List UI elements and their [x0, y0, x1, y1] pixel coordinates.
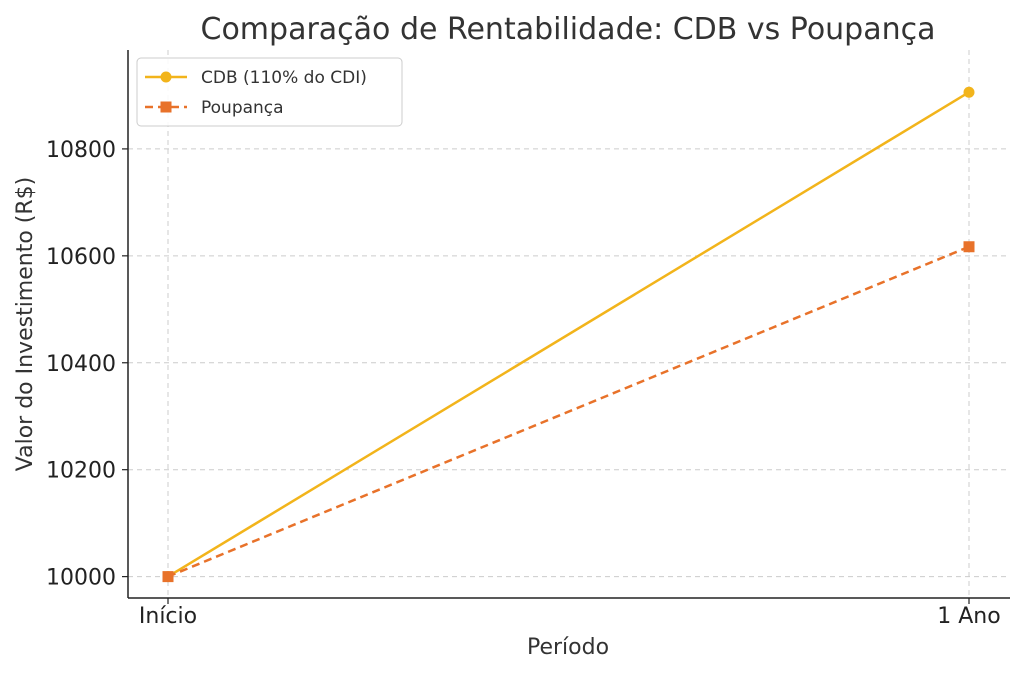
y-tick-label: 10800 — [46, 138, 116, 163]
series-lines — [162, 86, 975, 583]
grid-lines — [128, 50, 1010, 598]
legend-box — [136, 57, 403, 127]
axes — [127, 50, 1010, 599]
y-tick-label: 10000 — [46, 566, 116, 591]
x-tick-label: Início — [139, 604, 197, 629]
legend-label-poupanca: Poupança — [201, 98, 284, 118]
data-point-poupanca — [162, 571, 174, 583]
legend-marker-cdb — [160, 71, 172, 83]
y-axis-ticks: 10000 10200 10400 10600 10800 — [46, 138, 128, 591]
legend-marker-poupanca — [160, 101, 172, 113]
legend: CDB (110% do CDI) Poupança — [136, 57, 403, 127]
y-tick-label: 10400 — [46, 352, 116, 377]
chart-title: Comparação de Rentabilidade: CDB vs Poup… — [201, 12, 936, 47]
data-point-poupanca — [963, 241, 975, 253]
y-tick-label: 10600 — [46, 245, 116, 270]
x-axis-label: Período — [527, 635, 609, 660]
y-axis-label: Valor do Investimento (R$) — [13, 177, 38, 471]
y-tick-label: 10200 — [46, 459, 116, 484]
x-tick-label: 1 Ano — [937, 604, 1000, 629]
x-axis-ticks: Início 1 Ano — [139, 598, 1001, 629]
series-line-poupanca — [167, 245, 970, 578]
legend-label-cdb: CDB (110% do CDI) — [201, 68, 367, 88]
series-line-cdb — [167, 91, 970, 578]
data-point-cdb — [963, 86, 975, 98]
